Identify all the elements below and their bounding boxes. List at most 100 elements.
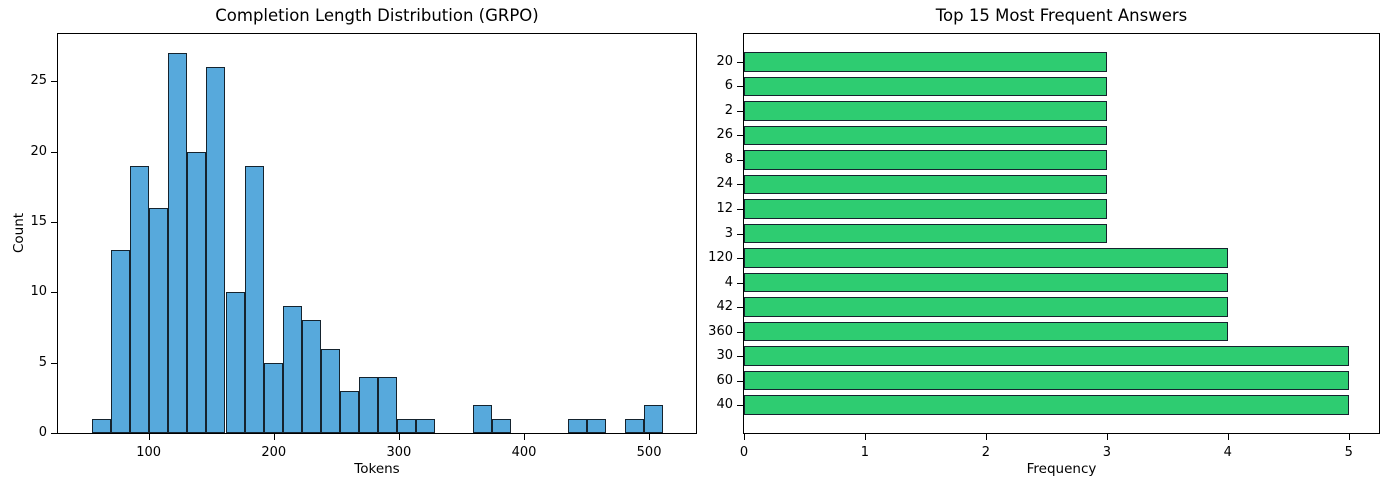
x-axis-tick [398,434,400,440]
histogram-bar [491,418,511,433]
y-axis-tick [737,159,743,161]
category-label: 12 [716,200,733,216]
x-axis-tick [864,434,866,440]
category-label: 42 [716,299,733,315]
histogram-bar [301,320,321,433]
frequency-plot-area: 20 6 2 26 8 24 12 3 120 4 42 360 30 60 40 0 1 2 3 4 5 [708,33,1380,460]
y-axis-tick [737,135,743,137]
frequency-bar [744,272,1228,293]
histogram-bar [643,404,663,433]
y-axis-tick-label: 15 [30,213,47,229]
frequency-bar [744,395,1349,415]
frequency-bar [744,370,1349,391]
histogram-bar [244,165,264,433]
histogram-bar [187,151,207,433]
x-axis-tick-label: 5 [1344,445,1353,460]
frequency-bar [744,52,1107,72]
histogram-plot-area: 100 200 300 400 500 0 5 10 15 20 25 [30,33,697,460]
histogram-bar [130,165,150,433]
y-axis-tick [737,233,743,235]
histogram-bar [624,418,644,433]
y-axis-tick [737,282,743,284]
frequency-bar [744,223,1107,244]
histogram-bar [168,53,188,433]
histogram-bar [415,418,435,433]
y-axis-tick-label: 10 [30,284,47,300]
histogram-bar [111,250,131,433]
y-axis-tick-label: 5 [38,354,47,370]
frequency-bar [744,125,1107,146]
histogram-bar [282,306,302,433]
frequency-bar [744,101,1107,121]
category-label: 60 [716,372,733,388]
histogram-bar [263,362,283,433]
x-axis-tick [744,434,745,440]
frequency-bar [744,297,1228,317]
category-label: 3 [724,225,733,241]
frequency-bar [744,321,1228,342]
y-axis-tick-label: 25 [30,73,47,89]
x-axis-tick [1227,434,1229,440]
x-axis-tick [1348,434,1350,440]
y-axis-tick [737,307,743,309]
x-axis-tick-label: 3 [1102,445,1111,460]
frequency-bar [744,174,1107,195]
x-axis-tick [985,434,987,440]
y-axis-tick [51,362,57,364]
x-axis-tick-label: 300 [386,445,412,460]
category-label: 2 [724,102,733,118]
y-axis-tick [737,380,743,382]
histogram-bar [225,292,245,433]
category-label: 120 [708,250,733,265]
histogram-bar [320,348,340,433]
y-axis-tick [51,221,57,223]
y-axis-tick [737,110,743,112]
y-axis-tick [737,61,743,63]
y-axis-tick-label: 20 [30,143,47,159]
x-axis-tick-label: 500 [636,445,662,460]
category-label: 40 [716,397,733,413]
histogram-bar [567,418,587,433]
histogram-bar [472,404,492,433]
y-axis-tick [51,433,57,434]
category-label: 20 [716,53,733,69]
x-axis-tick-label: 1 [860,445,870,460]
y-axis-tick [737,405,743,407]
histogram-bar [206,67,226,433]
x-axis-tick [1106,434,1108,440]
histogram-bar [358,376,378,433]
histogram-bar [149,207,169,433]
y-axis-tick [737,356,743,358]
histogram-bar [396,418,416,433]
frequency-bar [744,76,1107,97]
x-axis-tick [649,434,651,440]
category-label: 26 [716,127,733,143]
y-axis-tick [737,208,743,210]
category-label: 24 [716,176,733,192]
x-axis-tick-label: 100 [136,445,162,460]
x-axis-tick-label: 200 [261,445,287,460]
x-axis-tick-label: 2 [981,445,991,460]
x-axis-tick [273,434,275,440]
histogram-bar [339,390,359,433]
histogram-bar [92,418,112,433]
y-axis-tick [737,331,743,333]
category-label: 6 [724,78,733,94]
y-axis-tick [51,81,57,83]
category-label: 4 [724,274,733,290]
x-axis-tick-label: 0 [739,445,749,460]
y-axis-tick [737,184,743,186]
frequency-bar [744,248,1228,268]
y-axis-tick [737,86,743,88]
histogram-bar [586,418,606,433]
x-axis-tick [523,434,525,440]
frequency-bar [744,199,1107,219]
category-label: 360 [708,323,733,339]
frequency-bar [744,346,1349,366]
right-x-axis-label: Frequency [1026,461,1097,477]
x-axis-tick-label: 4 [1223,445,1232,460]
y-axis-tick-label: 0 [38,425,47,440]
left-chart-title: Completion Length Distribution (GRPO) [215,6,539,25]
y-axis-tick [737,258,743,259]
